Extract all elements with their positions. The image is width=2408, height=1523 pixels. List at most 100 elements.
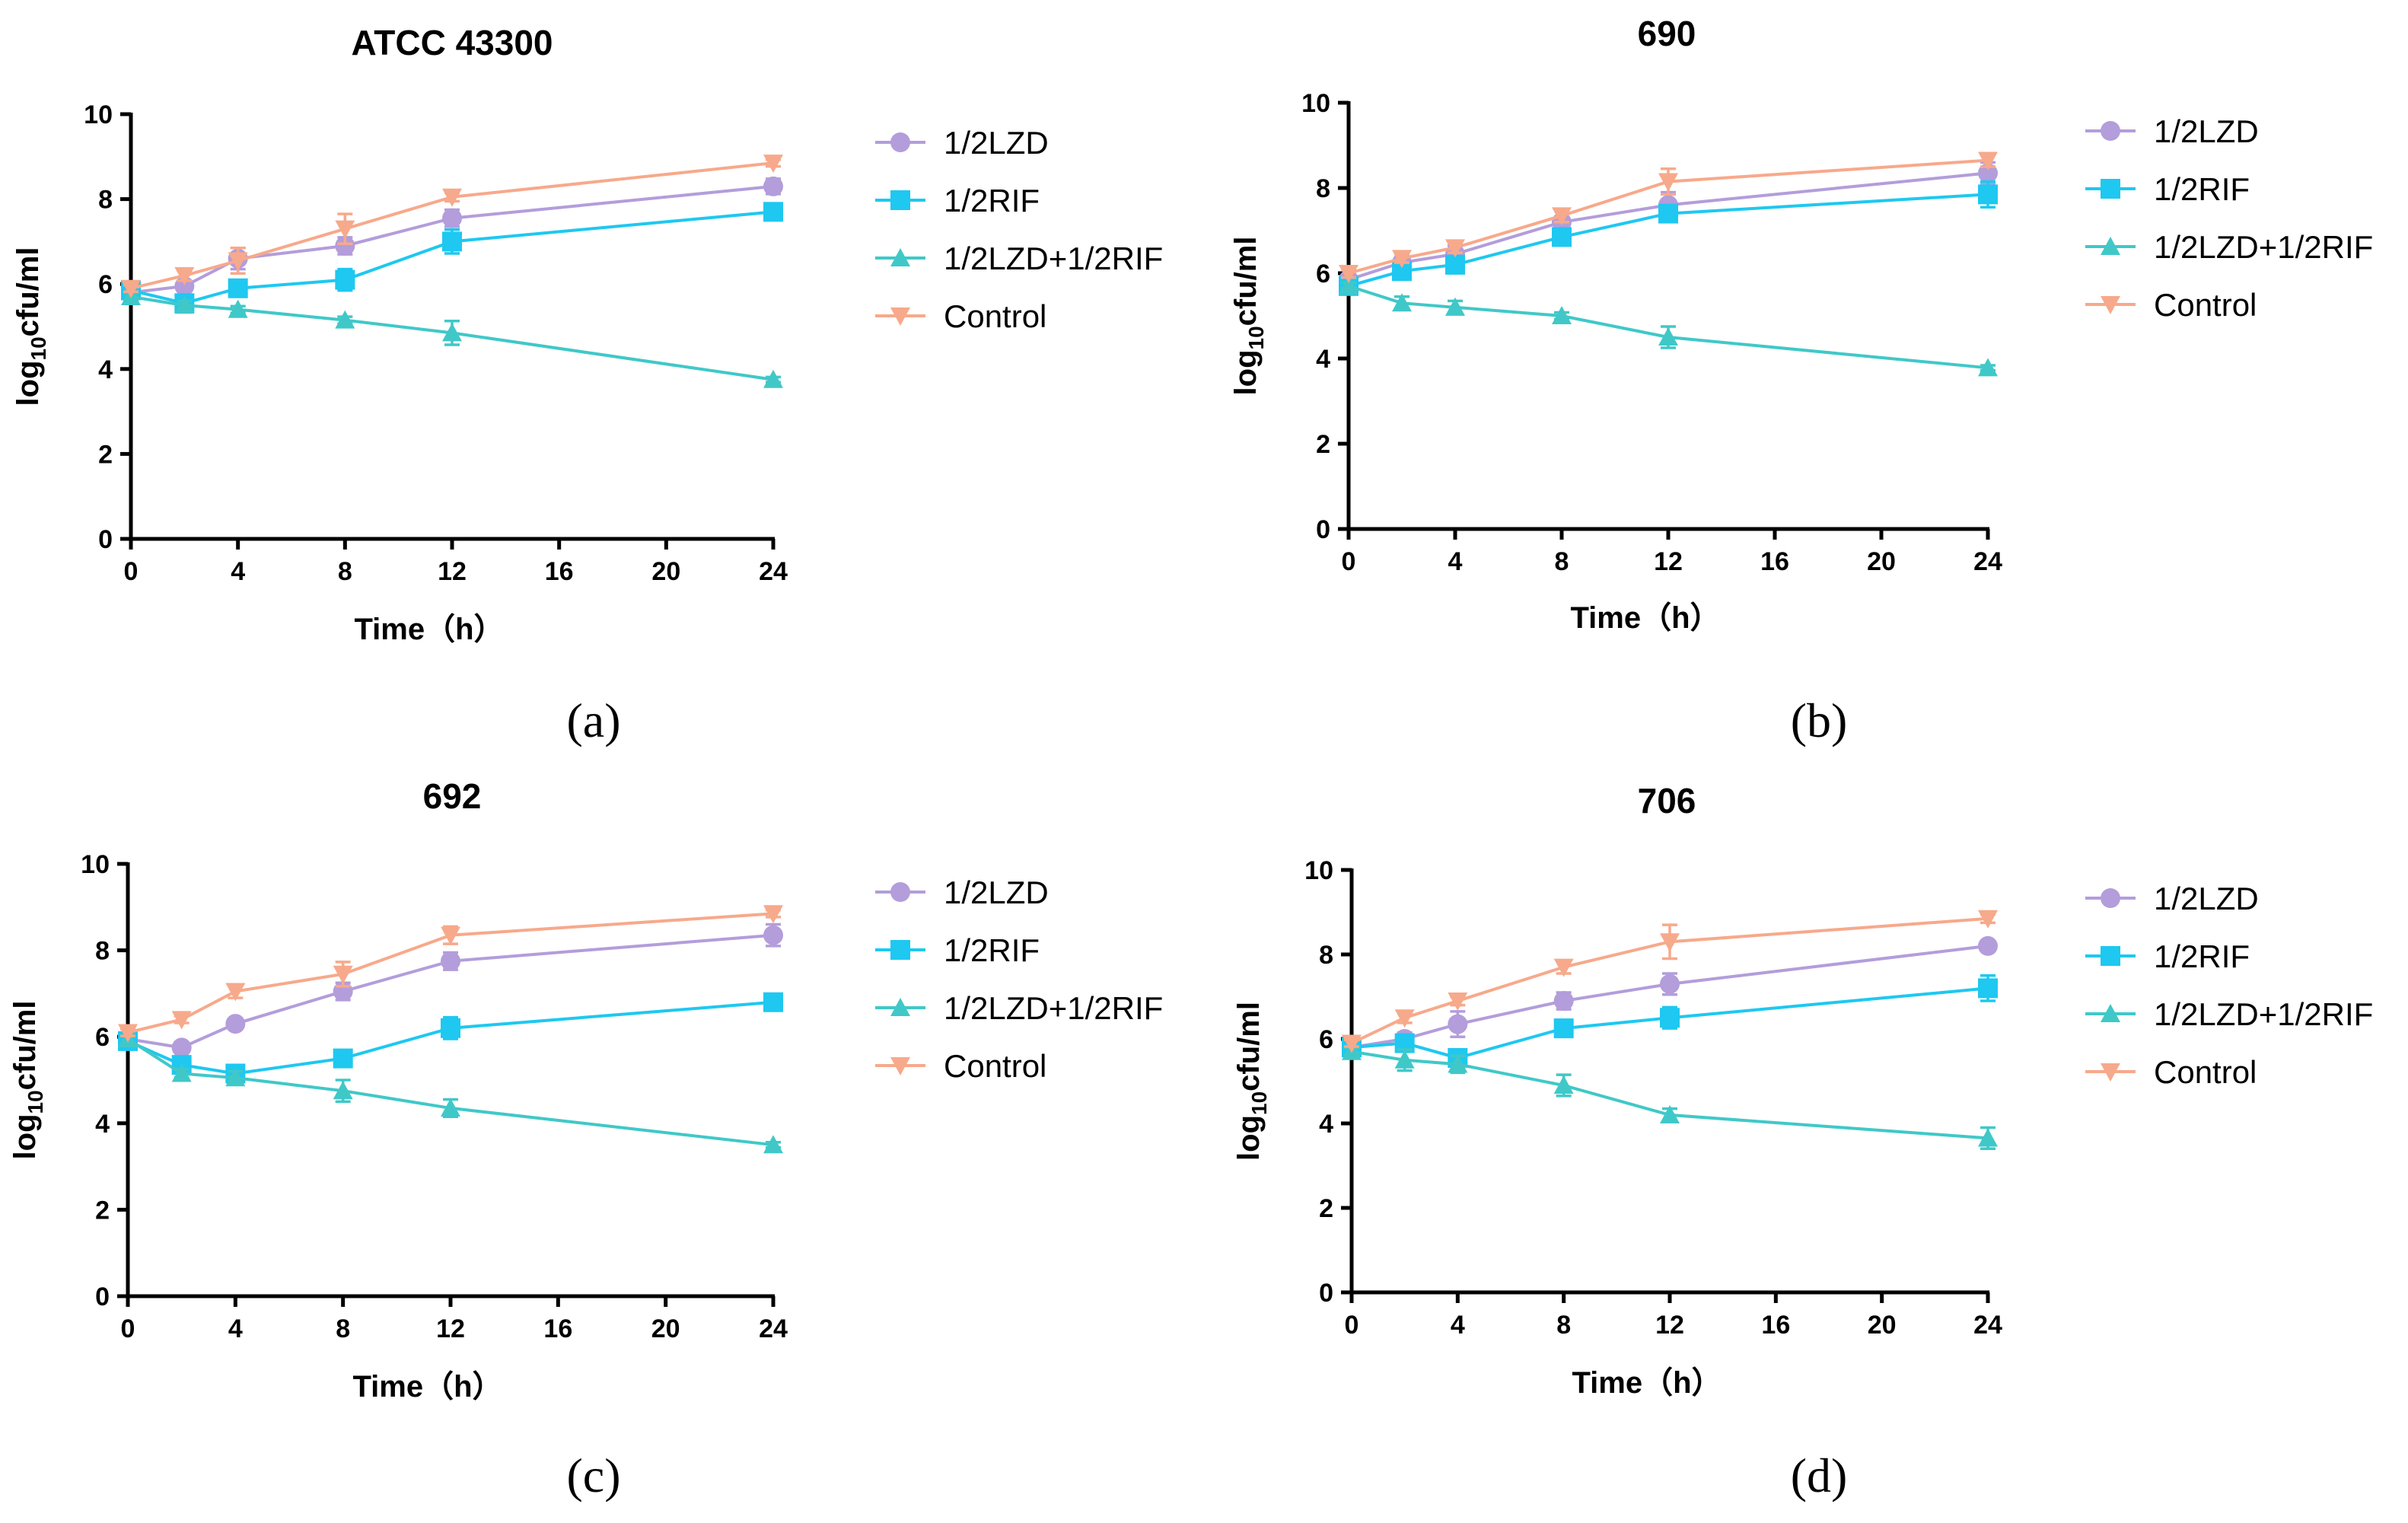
y-tick-label: 10 <box>1301 89 1330 118</box>
data-point-1-2lzd-1-2rif <box>763 369 783 388</box>
y-axis-label: log10cfu/ml <box>1229 237 1268 396</box>
data-point-1-2lzd-1-2rif <box>228 299 248 318</box>
y-axis-label-main: log <box>1232 1115 1266 1161</box>
series-control <box>1342 910 1998 1053</box>
legend-label-1-2lzd-1-2rif: 1/2LZD+1/2RIF <box>944 241 1163 276</box>
legend-label-control: Control <box>944 298 1046 334</box>
series-line-control <box>1348 158 1989 275</box>
data-point-1-2lzd-1-2rif <box>171 1063 192 1082</box>
series-control <box>1339 151 1998 283</box>
data-point-1-2lzd-1-2rif <box>225 1068 246 1087</box>
data-point-1-2lzd-1-2rif <box>1553 1075 1574 1094</box>
legend-label-control: Control <box>2154 1054 2257 1090</box>
y-tick-label: 10 <box>81 850 110 879</box>
data-point-control <box>1445 239 1465 258</box>
y-tick-label: 10 <box>1304 856 1333 885</box>
data-point-control <box>441 926 460 945</box>
data-point-1-2lzd-1-2rif <box>1392 293 1412 312</box>
y-axis-label: log10cfu/ml <box>11 247 50 406</box>
series-1-2rif <box>118 992 783 1084</box>
data-point-control <box>335 220 355 239</box>
legend-marker-control <box>2101 1063 2120 1082</box>
chart-title: 692 <box>423 776 482 816</box>
data-point-1-2lzd-1-2rif <box>1660 1104 1680 1123</box>
y-tick-label: 6 <box>95 1023 110 1052</box>
y-tick-label: 4 <box>95 1110 110 1139</box>
x-tick-label: 12 <box>438 557 467 586</box>
data-point-1-2lzd <box>171 1037 192 1058</box>
y-axis-label-tail: cfu/ml <box>1229 237 1263 327</box>
legend-label-1-2lzd-1-2rif: 1/2LZD+1/2RIF <box>944 990 1163 1026</box>
chart-title: ATCC 43300 <box>351 23 553 62</box>
legend-marker-1-2rif <box>890 940 910 960</box>
legend: 1/2LZD 1/2RIF 1/2LZD+1/2RIF Control <box>875 875 1163 1084</box>
x-tick-label: 4 <box>1448 547 1463 576</box>
legend: 1/2LZD 1/2RIF 1/2LZD+1/2RIF Control <box>2085 881 2373 1090</box>
y-tick-label: 6 <box>1316 260 1330 288</box>
data-point-1-2lzd-1-2rif <box>1552 306 1572 325</box>
data-point-1-2rif <box>442 231 462 252</box>
x-tick-label: 4 <box>228 1314 243 1343</box>
data-point-control <box>174 266 195 286</box>
x-tick-label: 12 <box>436 1314 465 1343</box>
data-point-1-2lzd-1-2rif <box>333 1081 353 1100</box>
data-point-1-2lzd <box>1660 973 1680 994</box>
series-1-2lzd-1-2rif <box>1342 1041 1998 1151</box>
data-point-control <box>118 1024 138 1043</box>
x-tick-label: 4 <box>231 557 245 586</box>
data-point-control <box>1978 910 1998 929</box>
legend: 1/2LZD 1/2RIF 1/2LZD+1/2RIF Control <box>875 125 1163 334</box>
y-tick-label: 10 <box>84 100 113 129</box>
data-point-1-2rif <box>228 278 248 298</box>
x-tick-label: 24 <box>1973 547 2002 576</box>
y-axis-label-subscript: 10 <box>24 1090 47 1114</box>
data-point-control <box>763 155 783 174</box>
y-axis-label-subscript: 10 <box>27 336 50 360</box>
legend-marker-control <box>890 307 910 326</box>
data-point-control <box>1978 151 1998 170</box>
x-tick-label: 24 <box>759 1314 788 1343</box>
data-point-1-2rif <box>333 1048 353 1069</box>
data-point-control <box>333 965 353 984</box>
data-point-1-2rif <box>1552 227 1572 247</box>
y-tick-label: 0 <box>1319 1279 1333 1308</box>
y-axis-label-subscript: 10 <box>1247 1091 1271 1115</box>
data-point-1-2lzd <box>442 208 462 228</box>
x-tick-label: 16 <box>545 557 574 586</box>
y-tick-label: 0 <box>1316 515 1330 544</box>
x-axis-label: Time（h） <box>1572 1366 1722 1400</box>
x-tick-label: 24 <box>759 557 788 586</box>
series-line-1-2lzd-1-2rif <box>1351 1050 1989 1140</box>
legend-label-1-2rif: 1/2RIF <box>2154 938 2250 974</box>
x-tick-label: 20 <box>1868 1311 1897 1340</box>
data-point-1-2rif <box>1660 1008 1680 1028</box>
x-tick-label: 12 <box>1654 547 1683 576</box>
data-point-1-2lzd <box>1553 991 1574 1012</box>
legend-marker-1-2lzd <box>890 882 910 902</box>
data-point-control <box>171 1011 192 1030</box>
x-tick-label: 16 <box>1760 547 1789 576</box>
data-point-control <box>1658 173 1678 192</box>
data-point-1-2lzd-1-2rif <box>763 1135 783 1154</box>
y-tick-label: 8 <box>98 186 113 215</box>
series-line-1-2lzd-1-2rif <box>1348 284 1989 370</box>
series-1-2lzd-1-2rif <box>121 286 783 388</box>
data-point-1-2lzd-1-2rif <box>441 1098 460 1117</box>
data-point-control <box>1339 264 1358 283</box>
data-point-control <box>1660 933 1680 952</box>
data-point-1-2rif <box>335 269 355 290</box>
y-tick-label: 2 <box>98 440 113 469</box>
x-tick-label: 20 <box>1867 547 1896 576</box>
data-point-1-2rif <box>1978 184 1998 205</box>
y-axis-label-tail: cfu/ml <box>1232 1002 1266 1091</box>
panel-letter: (b) <box>1791 693 1848 747</box>
y-tick-label: 0 <box>98 525 113 554</box>
legend-label-1-2rif: 1/2RIF <box>2154 171 2250 207</box>
y-tick-label: 4 <box>98 355 113 384</box>
y-axis-label-main: log <box>1229 349 1263 395</box>
data-point-control <box>1342 1034 1362 1053</box>
